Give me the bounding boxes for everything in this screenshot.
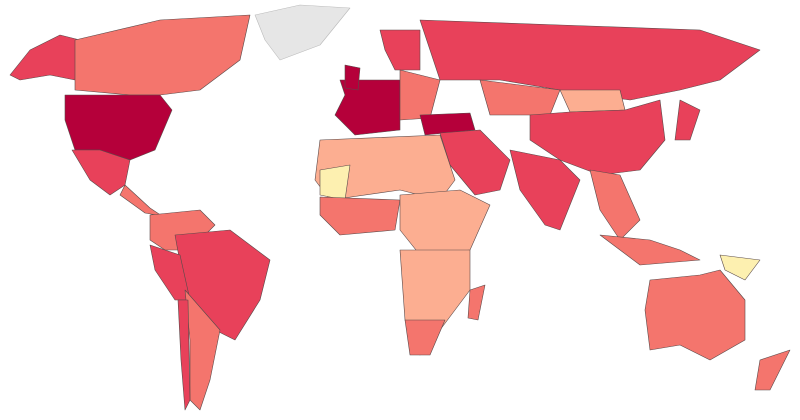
region <box>599 234 701 266</box>
region <box>419 19 761 101</box>
region <box>74 14 251 96</box>
region <box>509 149 581 231</box>
region <box>589 169 641 241</box>
region <box>529 99 666 176</box>
region <box>644 269 746 361</box>
region <box>754 349 791 391</box>
region <box>719 254 761 281</box>
region <box>419 112 476 136</box>
region <box>379 29 421 71</box>
region <box>467 284 486 321</box>
region <box>404 319 446 356</box>
oceania <box>599 234 791 391</box>
region <box>334 79 401 136</box>
region <box>674 99 701 141</box>
region <box>344 64 361 91</box>
africa <box>314 134 491 356</box>
region <box>559 89 626 113</box>
region <box>184 289 221 411</box>
region <box>177 299 191 411</box>
europe-asia <box>334 19 761 241</box>
north-america <box>9 4 351 217</box>
region <box>319 164 351 201</box>
region <box>399 189 491 256</box>
south-america <box>149 209 271 411</box>
region <box>119 184 163 217</box>
region <box>9 34 81 81</box>
region <box>319 196 401 236</box>
region <box>254 4 351 61</box>
region <box>399 69 441 121</box>
